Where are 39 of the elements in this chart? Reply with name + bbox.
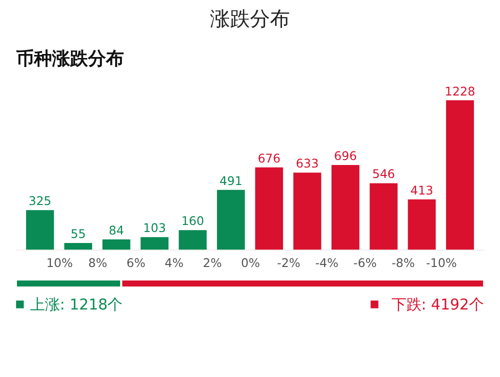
data-label: 160 [181, 214, 204, 228]
bar [102, 239, 130, 250]
bar [370, 183, 398, 250]
bar [293, 172, 322, 250]
chart-title: 涨跌分布 [210, 8, 290, 31]
data-label: 546 [372, 167, 396, 182]
data-label: 696 [334, 148, 357, 163]
data-label: 103 [143, 221, 166, 236]
x-tick-label: 4% [164, 256, 184, 270]
bar [26, 210, 54, 250]
bar [216, 190, 245, 250]
data-label: 325 [28, 194, 52, 208]
x-tick-label: -2% [277, 256, 300, 270]
bar [140, 237, 168, 250]
bar [178, 230, 207, 250]
bar [332, 164, 360, 250]
data-label: 1228 [444, 84, 476, 98]
legend-label: 上涨: 1218个 [30, 295, 123, 314]
x-tick-label: -8% [392, 256, 415, 270]
data-label: 84 [108, 223, 124, 238]
data-label: 413 [410, 183, 434, 198]
legend-label: 下跌: 4192个 [391, 295, 484, 314]
x-tick-label: 10% [46, 256, 73, 270]
bar [446, 100, 474, 250]
x-tick-label: -4% [315, 256, 338, 270]
chart-subtitle: 币种涨跌分布 [14, 48, 124, 70]
bar [255, 167, 284, 250]
x-tick-label: -10% [426, 256, 457, 270]
x-tick-label: 0% [241, 256, 260, 270]
bar [408, 199, 436, 250]
data-label: 55 [70, 226, 86, 241]
data-label: 633 [296, 156, 319, 171]
x-tick-label: 8% [88, 256, 108, 270]
x-tick-label: 2% [202, 256, 222, 270]
data-label: 491 [220, 174, 242, 188]
x-tick-label: -6% [353, 256, 377, 270]
bar [64, 242, 92, 250]
data-label: 676 [258, 151, 280, 166]
x-tick-label: 6% [126, 256, 146, 270]
